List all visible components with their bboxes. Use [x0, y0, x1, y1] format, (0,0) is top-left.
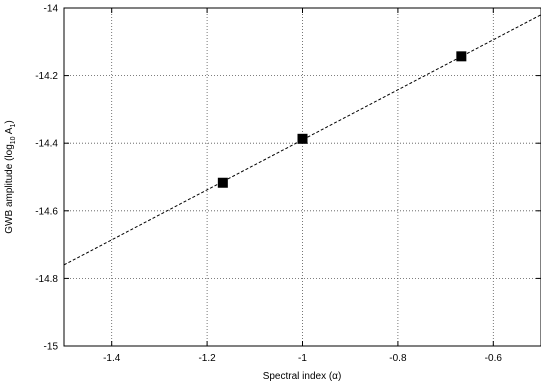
y-tick-label: -14.4: [35, 139, 58, 150]
y-tick-label: -15: [44, 342, 59, 353]
axis-ticks: [64, 7, 541, 347]
y-tick-label: -14: [44, 4, 59, 15]
x-tick-labels: -1.4 -1.2 -1 -0.8 -0.6: [103, 353, 502, 364]
data-point: [217, 177, 228, 188]
x-tick-label: -0.6: [485, 353, 503, 364]
x-tick-label: -1.4: [103, 353, 121, 364]
y-axis-title: GWB amplitude (log10 A1): [4, 120, 17, 233]
data-point: [456, 51, 467, 62]
x-axis-title: Spectral index (α): [263, 371, 342, 382]
y-tick-label: -14.8: [35, 274, 58, 285]
data-point: [297, 133, 308, 144]
data-points: [217, 51, 467, 188]
x-tick-label: -1.2: [198, 353, 216, 364]
grid-lines: [64, 7, 541, 347]
y-tick-label: -14.6: [35, 206, 58, 217]
y-tick-label: -14.2: [35, 71, 58, 82]
x-tick-label: -1: [298, 353, 307, 364]
y-tick-labels: -15 -14.8 -14.6 -14.4 -14.2 -14: [35, 4, 58, 353]
x-tick-label: -0.8: [389, 353, 407, 364]
